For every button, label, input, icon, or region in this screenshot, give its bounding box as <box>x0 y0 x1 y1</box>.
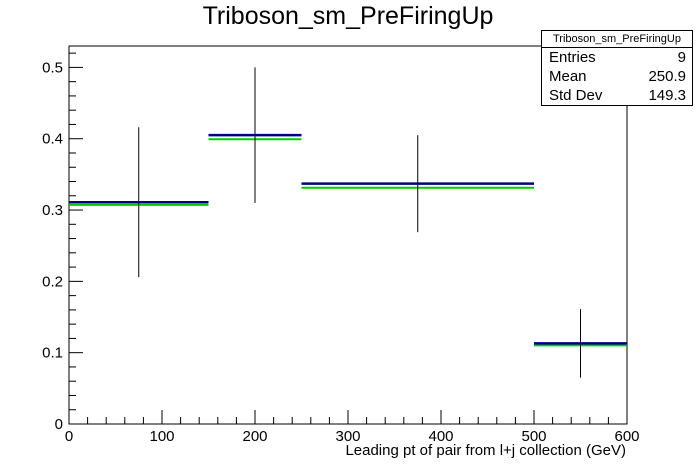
x-tick-label: 200 <box>242 428 267 445</box>
stats-label-stddev: Std Dev <box>549 87 603 104</box>
stats-title: Triboson_sm_PreFiringUp <box>542 31 692 48</box>
x-tick-label: 100 <box>149 428 174 445</box>
chart-title: Triboson_sm_PreFiringUp <box>202 2 494 30</box>
stats-box: Triboson_sm_PreFiringUp Entries 9 Mean 2… <box>541 30 693 106</box>
stats-label-mean: Mean <box>549 68 587 85</box>
y-tick-label: 0.4 <box>42 131 63 148</box>
y-tick-label: 0.3 <box>42 202 63 219</box>
stats-label-entries: Entries <box>549 49 596 66</box>
x-tick-label: 0 <box>65 428 73 445</box>
stats-row-mean: Mean 250.9 <box>542 67 692 86</box>
stats-value-stddev: 149.3 <box>648 87 686 104</box>
y-tick-label: 0 <box>55 416 63 433</box>
x-tick-label: 300 <box>335 428 360 445</box>
x-tick-label: 500 <box>521 428 546 445</box>
y-tick-label: 0.1 <box>42 345 63 362</box>
x-tick-label: 400 <box>428 428 453 445</box>
y-tick-label: 0.2 <box>42 273 63 290</box>
x-axis-label: Leading pt of pair from l+j collection (… <box>345 442 626 459</box>
y-tick-label: 0.5 <box>42 59 63 76</box>
stats-value-entries: 9 <box>677 49 686 66</box>
x-tick-label: 600 <box>614 428 639 445</box>
stats-row-entries: Entries 9 <box>542 48 692 67</box>
stats-row-stddev: Std Dev 149.3 <box>542 86 692 105</box>
stats-value-mean: 250.9 <box>648 68 686 85</box>
